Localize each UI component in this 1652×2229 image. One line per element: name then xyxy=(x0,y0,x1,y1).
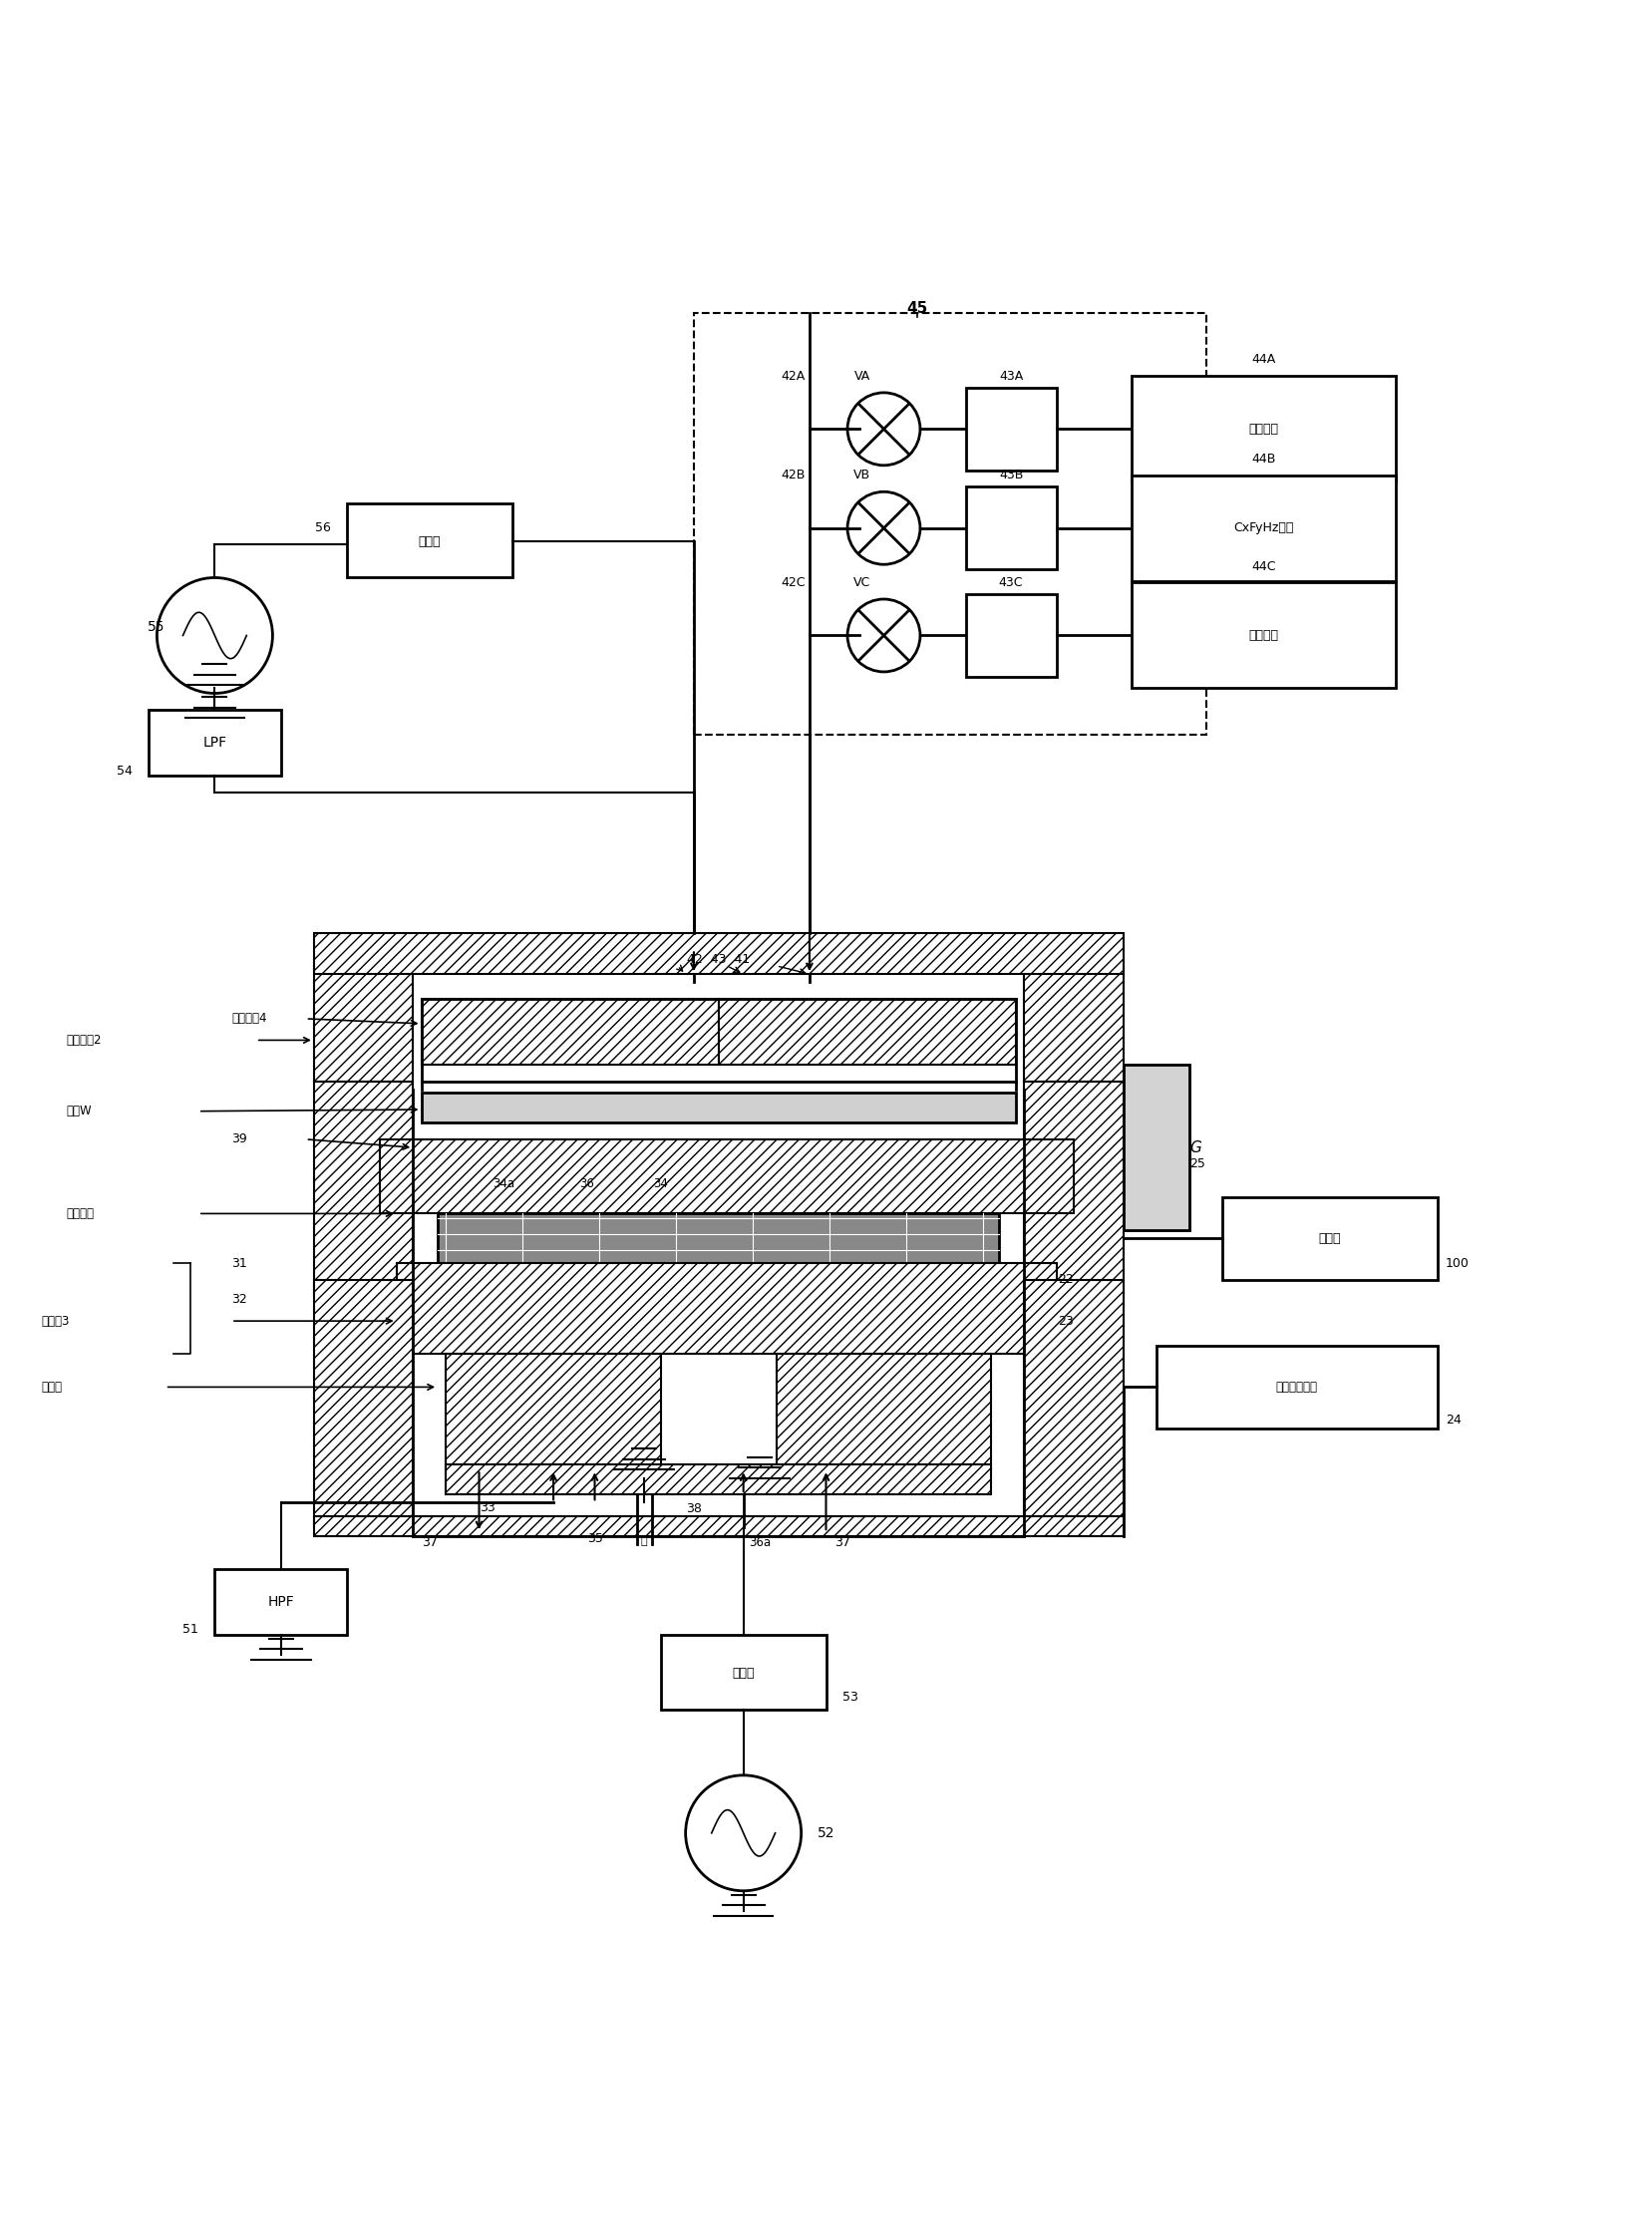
Bar xyxy=(314,932,1123,974)
Text: 55: 55 xyxy=(147,620,165,635)
Bar xyxy=(314,1516,1123,1536)
Text: HPF: HPF xyxy=(268,1594,294,1609)
Bar xyxy=(776,1353,991,1469)
Text: 36a: 36a xyxy=(748,1536,771,1549)
Text: 蚀刻气体: 蚀刻气体 xyxy=(1249,629,1279,642)
Text: 匹配器: 匹配器 xyxy=(732,1667,755,1678)
Text: 54: 54 xyxy=(116,765,132,778)
Text: 24: 24 xyxy=(1446,1413,1462,1427)
Text: G: G xyxy=(1189,1139,1201,1155)
Text: 44C: 44C xyxy=(1252,559,1275,573)
Bar xyxy=(1132,582,1396,689)
Bar xyxy=(314,1279,413,1527)
Text: 43A: 43A xyxy=(999,370,1023,383)
Text: 36: 36 xyxy=(580,1177,593,1190)
Text: 32: 32 xyxy=(231,1293,248,1306)
Text: 45: 45 xyxy=(907,301,927,317)
Bar xyxy=(1024,1279,1123,1527)
Text: 三: 三 xyxy=(641,1536,648,1545)
Text: 上部电极4: 上部电极4 xyxy=(231,1012,266,1025)
Bar xyxy=(1156,1346,1437,1429)
Text: 34a: 34a xyxy=(492,1177,515,1190)
Bar xyxy=(380,1139,1074,1213)
Bar xyxy=(966,486,1057,568)
Text: 52: 52 xyxy=(818,1826,836,1839)
Bar xyxy=(661,1634,826,1710)
Text: 42  43  41: 42 43 41 xyxy=(687,952,750,965)
Text: 晶片W: 晶片W xyxy=(66,1106,91,1117)
Text: 控制部: 控制部 xyxy=(1318,1233,1341,1244)
Bar xyxy=(1132,377,1396,481)
Text: 支撑体: 支撑体 xyxy=(41,1380,63,1393)
Text: VC: VC xyxy=(854,577,871,588)
Bar xyxy=(396,1264,1057,1353)
Text: 35: 35 xyxy=(586,1531,603,1545)
Text: 37: 37 xyxy=(834,1536,851,1549)
Text: LPF: LPF xyxy=(203,736,226,749)
Text: 42C: 42C xyxy=(781,577,805,588)
Text: 53: 53 xyxy=(843,1692,859,1703)
Bar xyxy=(966,388,1057,470)
Text: 34: 34 xyxy=(654,1177,667,1190)
Text: 43B: 43B xyxy=(999,468,1023,481)
Bar xyxy=(421,1092,1016,1123)
Bar xyxy=(694,314,1206,736)
Bar xyxy=(215,1569,347,1634)
Polygon shape xyxy=(1123,1065,1189,1230)
Text: 39: 39 xyxy=(231,1132,248,1146)
Text: 44A: 44A xyxy=(1252,352,1275,366)
Bar xyxy=(421,999,719,1065)
Bar xyxy=(1123,1065,1189,1230)
Text: 42B: 42B xyxy=(781,468,805,481)
Text: 43C: 43C xyxy=(999,577,1023,588)
Text: 31: 31 xyxy=(231,1257,248,1271)
Bar xyxy=(1024,1081,1123,1297)
Text: 37: 37 xyxy=(421,1536,438,1549)
Text: CxFyHz气体: CxFyHz气体 xyxy=(1234,522,1294,535)
Text: 处理容器2: 处理容器2 xyxy=(66,1034,101,1048)
Text: 22: 22 xyxy=(1057,1273,1074,1286)
Bar xyxy=(446,1353,661,1469)
Text: 33: 33 xyxy=(479,1500,496,1513)
Text: 42A: 42A xyxy=(781,370,805,383)
Bar xyxy=(149,709,281,776)
Bar xyxy=(347,504,512,577)
Text: 38: 38 xyxy=(686,1502,702,1516)
Text: VB: VB xyxy=(854,468,871,481)
Text: 44B: 44B xyxy=(1252,452,1275,466)
Bar xyxy=(1222,1197,1437,1279)
Bar xyxy=(438,1213,999,1271)
Bar xyxy=(1132,475,1396,582)
Text: 25: 25 xyxy=(1189,1157,1206,1170)
Text: 56: 56 xyxy=(314,522,330,535)
Text: VA: VA xyxy=(854,370,871,383)
Text: 真空排气单元: 真空排气单元 xyxy=(1275,1380,1318,1393)
Bar xyxy=(966,595,1057,678)
Text: 下部电极: 下部电极 xyxy=(66,1208,94,1219)
Bar xyxy=(314,1081,413,1297)
Bar xyxy=(719,999,1016,1065)
Text: 23: 23 xyxy=(1057,1315,1074,1328)
Bar xyxy=(1024,965,1123,1081)
Text: 载置台3: 载置台3 xyxy=(41,1315,69,1328)
Text: 100: 100 xyxy=(1446,1257,1469,1271)
Text: 匹配器: 匹配器 xyxy=(418,535,441,548)
Bar xyxy=(446,1464,991,1493)
Text: 清洁气体: 清洁气体 xyxy=(1249,424,1279,435)
Text: 51: 51 xyxy=(182,1623,198,1636)
Bar xyxy=(314,965,413,1081)
